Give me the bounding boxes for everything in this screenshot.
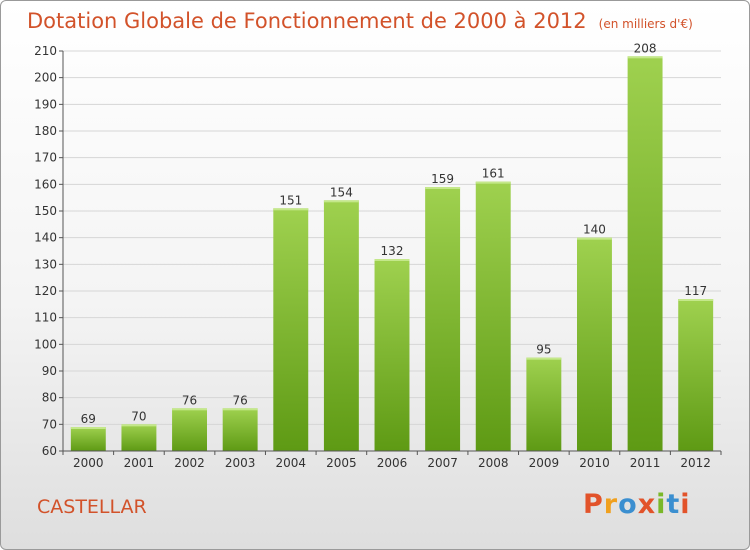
logo-letter: x (637, 489, 657, 520)
logo-letter: P (583, 489, 604, 520)
bar-highlight (323, 200, 359, 203)
bar-highlight (374, 259, 410, 261)
y-tick-label: 90 (42, 364, 57, 378)
bar-highlight (70, 427, 106, 429)
y-tick-label: 60 (42, 444, 57, 458)
logo-letter: i (680, 489, 691, 520)
bar-value-label: 76 (182, 393, 197, 407)
y-tick-label: 210 (34, 44, 57, 58)
bar-highlight (475, 181, 511, 184)
x-tick-label: 2012 (680, 456, 711, 470)
x-tick-label: 2007 (427, 456, 458, 470)
y-tick-label: 160 (34, 177, 57, 191)
bar (475, 181, 511, 451)
bar-value-label: 151 (279, 193, 302, 207)
bar-highlight (526, 357, 562, 360)
x-tick-label: 2002 (174, 456, 205, 470)
x-tick-label: 2008 (478, 456, 509, 470)
bar (374, 259, 410, 451)
bar-value-label: 69 (81, 412, 96, 426)
x-tick-label: 2011 (630, 456, 661, 470)
y-tick-label: 80 (42, 391, 57, 405)
bar-value-label: 159 (431, 172, 454, 186)
bar (526, 357, 562, 451)
y-tick-label: 130 (34, 257, 57, 271)
bar-value-label: 70 (131, 409, 146, 423)
bar-value-label: 95 (536, 343, 551, 357)
logo-letter: i (656, 489, 667, 520)
y-tick-label: 100 (34, 337, 57, 351)
y-tick-label: 170 (34, 151, 57, 165)
bar-value-label: 132 (381, 244, 404, 258)
commune-name: CASTELLAR (37, 496, 147, 518)
y-tick-label: 110 (34, 311, 57, 325)
bar-value-label: 140 (583, 223, 606, 237)
bar-highlight (627, 56, 663, 59)
bar-value-label: 208 (634, 41, 657, 55)
bar (627, 56, 663, 451)
x-tick-label: 2000 (73, 456, 104, 470)
bar-value-label: 117 (684, 284, 707, 298)
bar-value-label: 161 (482, 167, 505, 181)
bar (172, 408, 208, 451)
bar (222, 408, 258, 451)
y-tick-label: 200 (34, 71, 57, 85)
x-axis: 2000 2001 2002 2003 2004 2005 2006 2007 2008 2009… (62, 450, 722, 470)
y-tick-label: 140 (34, 231, 57, 245)
bar-highlight (576, 237, 612, 240)
bar-value-label: 154 (330, 185, 353, 199)
x-tick-label: 2010 (579, 456, 610, 470)
chart-subtitle: (en milliers d'€) (598, 17, 693, 31)
logo-letter: o (618, 489, 638, 520)
bar (323, 200, 359, 451)
y-axis: 60 70 80 90 100 110 120 130 140 150 160 170 180 190 20… (34, 44, 64, 458)
y-tick-label: 70 (42, 417, 57, 431)
x-tick-label: 2001 (124, 456, 155, 470)
bar-highlight (222, 408, 258, 411)
bar-highlight (121, 424, 157, 427)
proxiti-logo: Proxiti (583, 489, 691, 520)
y-tick-label: 120 (34, 284, 57, 298)
bar (273, 208, 309, 451)
x-tick-label: 2004 (275, 456, 306, 470)
x-tick-label: 2009 (529, 456, 560, 470)
bar-value-label: 76 (233, 393, 248, 407)
bar (678, 299, 714, 451)
x-tick-label: 2003 (225, 456, 256, 470)
y-tick-label: 190 (34, 97, 57, 111)
chart-title: Dotation Globale de Fonctionnement de 20… (27, 9, 693, 33)
bar (425, 187, 461, 451)
bar (70, 427, 106, 451)
bar (576, 237, 612, 451)
x-tick-label: 2006 (377, 456, 408, 470)
y-tick-label: 150 (34, 204, 57, 218)
x-tick-label: 2005 (326, 456, 357, 470)
bar-highlight (172, 408, 208, 411)
bars: 69 70 76 76 151 154 132 159 161 95 140 208 117 (70, 41, 714, 451)
bar-highlight (273, 208, 309, 211)
bar (121, 424, 157, 451)
bar-highlight (678, 299, 714, 301)
logo-letter: t (666, 489, 681, 520)
y-tick-label: 180 (34, 124, 57, 138)
logo-letter: r (603, 489, 619, 520)
bar-highlight (425, 187, 461, 189)
